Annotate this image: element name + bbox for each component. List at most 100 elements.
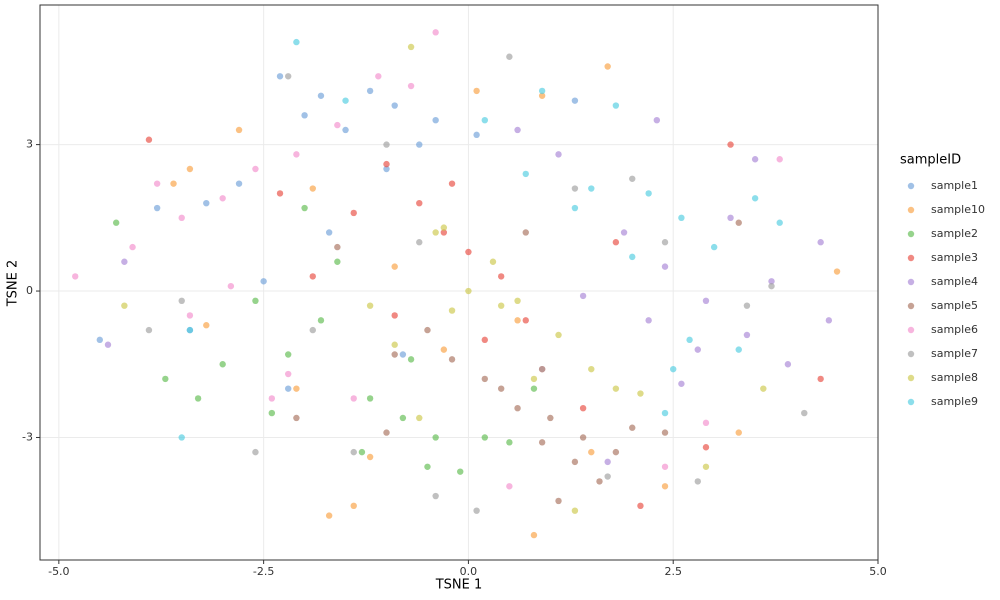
point bbox=[235, 126, 243, 134]
point bbox=[727, 214, 734, 222]
legend-title: sampleID bbox=[900, 153, 961, 168]
point bbox=[784, 361, 792, 368]
point bbox=[366, 453, 374, 461]
point bbox=[465, 287, 472, 295]
point bbox=[694, 478, 701, 485]
point bbox=[727, 141, 734, 148]
point bbox=[506, 439, 513, 446]
point bbox=[497, 302, 505, 309]
point bbox=[252, 297, 259, 305]
point bbox=[325, 229, 333, 236]
point bbox=[768, 278, 775, 285]
point bbox=[530, 375, 538, 383]
point bbox=[416, 414, 423, 422]
point bbox=[317, 92, 325, 99]
point bbox=[473, 507, 480, 514]
x-tick-label: -5.0 bbox=[48, 565, 69, 578]
point bbox=[350, 502, 357, 510]
point bbox=[285, 73, 292, 80]
point bbox=[579, 292, 587, 300]
point bbox=[219, 361, 226, 368]
point bbox=[285, 370, 292, 378]
point bbox=[596, 478, 603, 485]
point bbox=[833, 268, 841, 275]
point bbox=[301, 112, 308, 119]
point bbox=[448, 356, 456, 363]
point bbox=[694, 346, 701, 353]
point bbox=[153, 180, 161, 187]
point bbox=[776, 156, 783, 163]
point bbox=[366, 395, 374, 402]
legend-label: sample10 bbox=[931, 203, 985, 216]
point bbox=[481, 434, 489, 441]
point bbox=[465, 248, 472, 256]
point bbox=[350, 209, 357, 217]
legend-label: sample2 bbox=[931, 227, 978, 240]
point bbox=[96, 336, 103, 344]
point bbox=[432, 434, 439, 441]
point bbox=[350, 395, 357, 402]
point bbox=[588, 185, 595, 192]
point bbox=[268, 395, 276, 402]
point bbox=[555, 331, 562, 339]
point bbox=[702, 463, 710, 470]
point bbox=[424, 326, 431, 334]
point bbox=[440, 229, 448, 236]
point bbox=[661, 463, 669, 470]
point bbox=[612, 102, 620, 109]
point bbox=[219, 195, 226, 202]
point bbox=[522, 170, 529, 178]
point bbox=[547, 414, 554, 422]
point bbox=[555, 151, 562, 158]
point bbox=[604, 63, 611, 70]
point bbox=[260, 278, 267, 285]
point bbox=[358, 448, 366, 456]
point bbox=[178, 297, 185, 305]
point bbox=[416, 141, 423, 148]
point bbox=[530, 385, 538, 392]
point bbox=[391, 263, 398, 270]
legend-label: sample5 bbox=[931, 299, 978, 312]
point bbox=[571, 458, 579, 466]
point bbox=[514, 317, 521, 324]
point bbox=[735, 346, 742, 353]
point bbox=[481, 375, 489, 383]
legend-key bbox=[907, 254, 915, 262]
point bbox=[301, 204, 308, 212]
point bbox=[653, 116, 661, 124]
point bbox=[104, 341, 112, 348]
point bbox=[473, 131, 480, 139]
point bbox=[170, 180, 177, 187]
point bbox=[645, 317, 652, 324]
point bbox=[588, 365, 595, 373]
point bbox=[268, 409, 276, 417]
point bbox=[571, 507, 579, 514]
legend-key bbox=[907, 374, 915, 382]
legend-key bbox=[907, 206, 915, 214]
point bbox=[448, 307, 456, 314]
point bbox=[317, 317, 325, 324]
point bbox=[735, 219, 742, 226]
point bbox=[629, 253, 636, 261]
legend-key bbox=[907, 182, 915, 190]
legend-key bbox=[907, 278, 915, 286]
panel bbox=[40, 5, 878, 560]
point bbox=[735, 429, 742, 436]
point bbox=[309, 273, 316, 280]
legend-key bbox=[907, 230, 915, 238]
point bbox=[276, 190, 284, 197]
point bbox=[383, 141, 390, 148]
point bbox=[637, 502, 644, 510]
point bbox=[383, 165, 390, 173]
point bbox=[538, 365, 546, 373]
point bbox=[571, 185, 579, 192]
point bbox=[334, 258, 341, 265]
point bbox=[604, 458, 611, 466]
point bbox=[661, 409, 669, 417]
point bbox=[751, 195, 759, 202]
point bbox=[579, 434, 587, 441]
point bbox=[391, 341, 398, 348]
y-axis-title: TSNE 2 bbox=[6, 260, 21, 308]
point bbox=[579, 404, 587, 412]
